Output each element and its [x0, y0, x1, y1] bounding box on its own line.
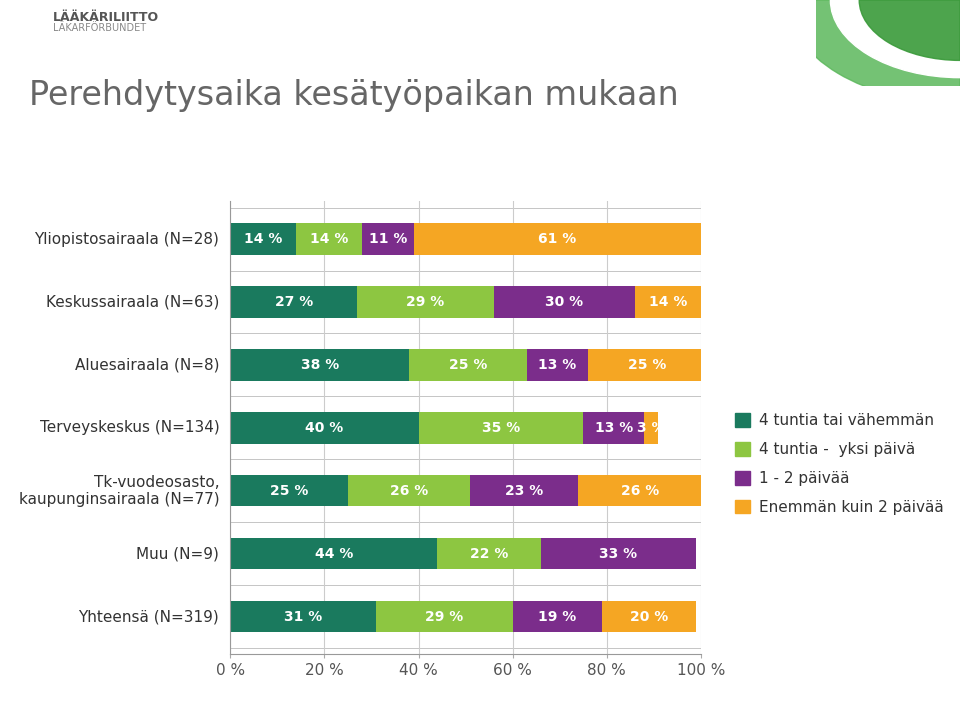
Bar	[230, 538, 438, 569]
Bar	[297, 224, 362, 255]
Bar	[635, 286, 701, 318]
Text: 31 %: 31 %	[284, 610, 323, 623]
Bar	[348, 475, 470, 506]
Text: LÄKARFÖRBUNDET: LÄKARFÖRBUNDET	[53, 23, 146, 33]
Text: 38 %: 38 %	[300, 358, 339, 372]
Bar	[527, 349, 588, 380]
Wedge shape	[787, 0, 960, 104]
Bar	[230, 224, 297, 255]
Text: 26 %: 26 %	[620, 484, 659, 498]
Legend: 4 tuntia tai vähemmän, 4 tuntia -  yksi päivä, 1 - 2 päivää, Enemmän kuin 2 päiv: 4 tuntia tai vähemmän, 4 tuntia - yksi p…	[728, 406, 951, 523]
Bar	[583, 412, 644, 444]
Bar	[230, 412, 419, 444]
Text: 35 %: 35 %	[482, 421, 520, 435]
Text: 25 %: 25 %	[448, 358, 487, 372]
Text: 44 %: 44 %	[315, 546, 353, 561]
Bar	[230, 601, 376, 632]
Bar	[470, 475, 579, 506]
Text: 22 %: 22 %	[470, 546, 508, 561]
Text: 13 %: 13 %	[594, 421, 633, 435]
Bar	[644, 412, 659, 444]
Bar	[409, 349, 527, 380]
Text: 11 %: 11 %	[369, 232, 407, 246]
Text: 3 %: 3 %	[637, 421, 665, 435]
Bar	[362, 224, 414, 255]
Wedge shape	[859, 0, 960, 60]
Text: 40 %: 40 %	[305, 421, 344, 435]
Text: 29 %: 29 %	[406, 295, 444, 309]
Bar	[588, 349, 706, 380]
Text: 29 %: 29 %	[425, 610, 464, 623]
Bar	[230, 286, 357, 318]
Bar	[419, 412, 583, 444]
Text: 14 %: 14 %	[649, 295, 687, 309]
Text: 61 %: 61 %	[539, 232, 576, 246]
Bar	[230, 475, 348, 506]
Bar	[602, 601, 696, 632]
Text: 14 %: 14 %	[244, 232, 282, 246]
Text: 20 %: 20 %	[630, 610, 668, 623]
Bar	[540, 538, 696, 569]
Bar	[376, 601, 513, 632]
Text: 13 %: 13 %	[539, 358, 576, 372]
Wedge shape	[830, 0, 960, 78]
Bar	[230, 349, 409, 380]
Text: 33 %: 33 %	[599, 546, 637, 561]
Bar	[438, 538, 540, 569]
Text: 25 %: 25 %	[628, 358, 666, 372]
Bar	[579, 475, 701, 506]
Text: 19 %: 19 %	[539, 610, 576, 623]
Text: 14 %: 14 %	[310, 232, 348, 246]
Bar	[513, 601, 602, 632]
Text: 26 %: 26 %	[390, 484, 428, 498]
Bar	[357, 286, 493, 318]
Text: 27 %: 27 %	[275, 295, 313, 309]
Text: 23 %: 23 %	[505, 484, 543, 498]
Text: LÄÄKÄRILIITTO: LÄÄKÄRILIITTO	[53, 11, 159, 24]
Text: Perehdytysaika kesätyöpaikan mukaan: Perehdytysaika kesätyöpaikan mukaan	[29, 79, 679, 112]
Bar	[414, 224, 701, 255]
Bar	[493, 286, 635, 318]
Text: 25 %: 25 %	[270, 484, 308, 498]
Text: 30 %: 30 %	[545, 295, 584, 309]
